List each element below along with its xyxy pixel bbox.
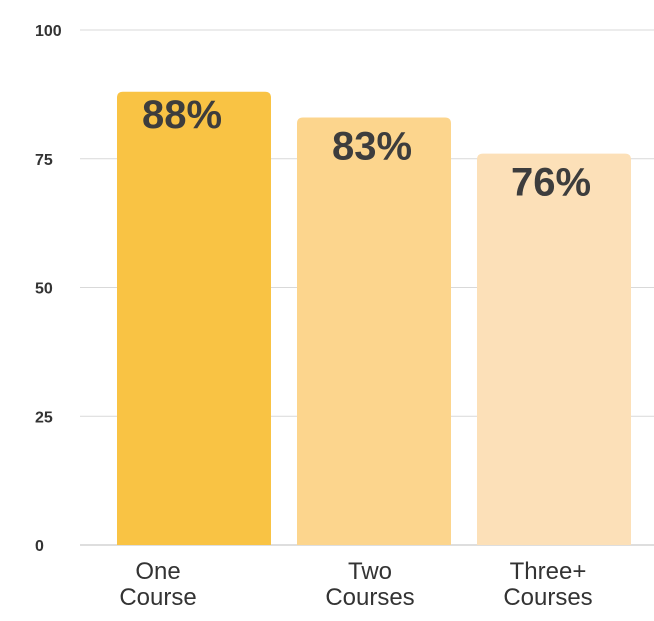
category-label-1-line-2: Course	[119, 584, 196, 611]
category-label-3-line-1: Three+	[510, 558, 587, 585]
y-tick-label-50: 50	[35, 281, 53, 298]
bar-3	[477, 153, 631, 545]
category-label-2-line-1: Two	[348, 558, 392, 585]
data-label-1: 88%	[142, 93, 222, 137]
data-label-2: 83%	[332, 125, 412, 169]
category-label-1-line-1: One	[135, 558, 180, 585]
y-axis-ticks: 0 25 50 75 100	[35, 23, 62, 555]
data-label-3: 76%	[511, 161, 591, 205]
bars	[117, 91, 631, 546]
bar-2	[297, 117, 451, 546]
data-labels: 88% 83% 76%	[142, 93, 591, 205]
y-tick-label-0: 0	[35, 538, 44, 555]
y-tick-label-25: 25	[35, 409, 53, 426]
category-label-3-line-2: Courses	[503, 584, 592, 611]
category-label-2-line-2: Courses	[325, 584, 414, 611]
y-tick-label-75: 75	[35, 152, 53, 169]
y-tick-label-100: 100	[35, 23, 62, 40]
bar-1	[117, 91, 271, 546]
